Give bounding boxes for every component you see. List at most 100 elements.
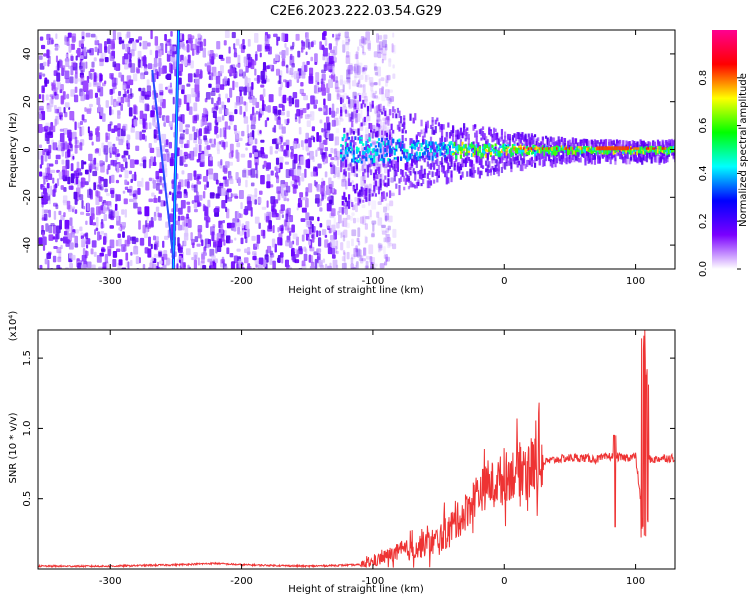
- heatmap-cell: [373, 82, 378, 86]
- snr-ytick-label: 1.0: [22, 420, 33, 436]
- snr-line: [38, 330, 675, 569]
- heatmap-cell: [113, 125, 118, 132]
- heatmap-cell: [374, 263, 378, 267]
- heatmap-cell: [194, 236, 199, 243]
- heatmap-cell: [152, 263, 157, 269]
- colorbar-tick-label: 0.2: [698, 213, 709, 229]
- heatmap-cell: [288, 231, 292, 236]
- signal-core-cell: [464, 144, 467, 149]
- heatmap-cell: [210, 226, 215, 236]
- signal-cell: [463, 127, 466, 136]
- signal-cell: [544, 156, 548, 162]
- heatmap-cell: [384, 196, 387, 201]
- heatmap-cell: [266, 117, 270, 121]
- signal-cell: [494, 133, 497, 141]
- heatmap-cell: [371, 220, 377, 225]
- signal-cell: [403, 186, 406, 191]
- signal-core-cell: [387, 140, 390, 146]
- heatmap-cell: [123, 150, 129, 156]
- heatmap-cell: [60, 95, 64, 105]
- heatmap-cell: [232, 80, 235, 91]
- signal-cell: [494, 164, 497, 172]
- heatmap-cell: [298, 249, 303, 255]
- heatmap-cell: [215, 75, 221, 86]
- signal-cell: [404, 130, 407, 134]
- heatmap-cell: [350, 263, 354, 269]
- signal-cell: [503, 135, 507, 143]
- heatmap-cell: [220, 57, 225, 61]
- heatmap-cell: [97, 104, 101, 112]
- heatmap-cell: [338, 214, 342, 224]
- signal-core-cell: [587, 148, 590, 153]
- heatmap-cell: [361, 67, 365, 73]
- heatmap-cell: [251, 120, 256, 126]
- signal-cell: [428, 163, 431, 169]
- signal-cell: [604, 154, 608, 162]
- signal-cell: [374, 131, 377, 138]
- signal-core-cell: [672, 145, 675, 150]
- heatmap-cell: [330, 208, 336, 217]
- heatmap-cell: [140, 60, 143, 69]
- signal-core-cell: [511, 152, 515, 156]
- heatmap-cell: [189, 150, 195, 161]
- signal-cell: [374, 180, 377, 187]
- signal-cell: [653, 141, 656, 147]
- signal-cell: [445, 136, 448, 142]
- heatmap-cell: [237, 54, 241, 65]
- signal-cell: [617, 143, 620, 149]
- signal-cell: [387, 169, 390, 178]
- heatmap-cell: [44, 79, 50, 84]
- snr-xtick-label: 100: [626, 576, 645, 587]
- heatmap-cell: [63, 187, 67, 192]
- heatmap-cell: [381, 125, 385, 132]
- signal-cell: [619, 148, 622, 153]
- heatmap-cell: [331, 224, 336, 233]
- signal-core-cell: [511, 144, 515, 150]
- signal-core-cell: [456, 148, 459, 153]
- signal-cell: [492, 155, 496, 161]
- heatmap-cell: [108, 209, 113, 219]
- heatmap-cell: [332, 65, 335, 76]
- heatmap-cell: [193, 102, 198, 112]
- heatmap-cell: [370, 261, 373, 266]
- heatmap-cell: [301, 197, 306, 201]
- signal-core-cell: [451, 143, 455, 149]
- signal-core-cell: [450, 151, 453, 156]
- heatmap-cell: [392, 44, 397, 54]
- signal-cell: [450, 130, 453, 137]
- heatmap-cell: [317, 163, 322, 169]
- heatmap-cell: [369, 209, 372, 218]
- signal-core-cell: [426, 143, 429, 149]
- heatmap-cell: [183, 189, 187, 194]
- signal-core-cell: [362, 143, 365, 146]
- heatmap-cell: [388, 58, 392, 63]
- signal-cell: [362, 172, 365, 177]
- signal-core-cell: [579, 146, 582, 151]
- signal-cell: [505, 144, 508, 153]
- heatmap-cell: [144, 103, 150, 112]
- heatmap-cell: [155, 236, 159, 243]
- signal-cell: [664, 142, 667, 150]
- heatmap-cell: [169, 122, 173, 127]
- signal-core-cell: [407, 153, 411, 157]
- signal-cell: [477, 156, 480, 164]
- signal-cell: [415, 134, 418, 143]
- heatmap-cell: [54, 159, 59, 165]
- signal-core-cell: [343, 133, 346, 139]
- signal-cell: [398, 121, 401, 128]
- heatmap-cell: [181, 60, 184, 65]
- signal-cell: [521, 136, 524, 140]
- signal-cell: [549, 152, 552, 157]
- heatmap-cell: [148, 177, 153, 182]
- signal-core-cell: [459, 151, 463, 155]
- heatmap-cell: [157, 212, 160, 218]
- signal-cell: [422, 156, 425, 161]
- heatmap-cell: [66, 230, 70, 236]
- heatmap-cell: [373, 62, 377, 70]
- heatmap-cell: [220, 263, 224, 268]
- heatmap-cell: [98, 196, 103, 202]
- signal-cell: [418, 171, 422, 176]
- heatmap-cell: [336, 156, 339, 167]
- snr-multiplier: (x10⁴): [8, 311, 19, 342]
- heatmap-cell: [224, 266, 229, 269]
